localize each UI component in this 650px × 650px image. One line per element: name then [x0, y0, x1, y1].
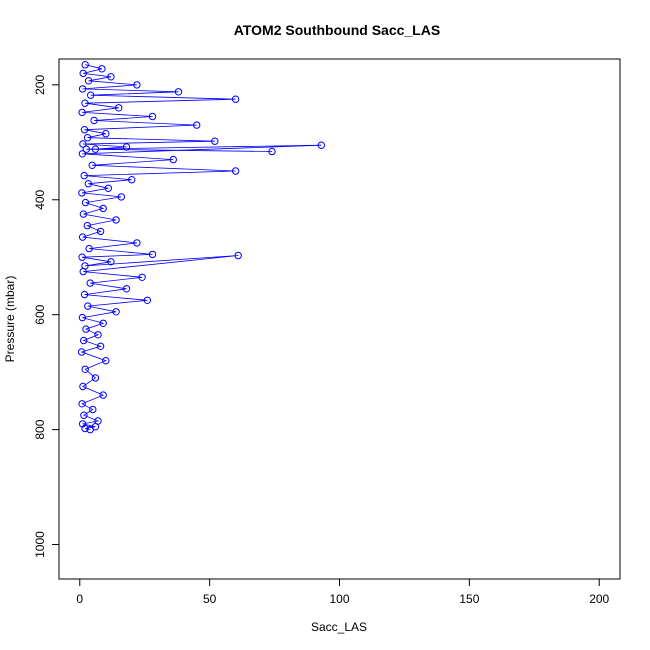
data-point — [143, 296, 152, 304]
data-point — [112, 216, 120, 224]
data-point — [112, 308, 120, 316]
data-point — [148, 112, 157, 121]
data-point — [122, 143, 131, 151]
data-point — [122, 285, 131, 293]
y-tick-label: 1000 — [33, 531, 47, 558]
data-point — [268, 147, 276, 156]
data-point — [317, 141, 325, 149]
x-tick-label: 50 — [203, 592, 217, 606]
x-axis-label: Sacc_LAS — [311, 620, 367, 634]
data-point — [231, 167, 240, 175]
data-point — [211, 137, 219, 145]
data-point — [193, 121, 201, 129]
data-point — [102, 357, 110, 365]
data-point — [80, 411, 88, 419]
data-point — [138, 273, 146, 281]
plot-frame — [58, 58, 621, 580]
y-axis: 200 400 600 800 1000 — [33, 75, 60, 558]
series-points — [77, 60, 325, 434]
data-point — [104, 184, 113, 193]
data-point — [80, 336, 88, 345]
data-point — [117, 193, 126, 201]
data-point — [85, 244, 93, 253]
y-tick-label: 200 — [33, 75, 47, 95]
data-point — [84, 77, 93, 85]
data-point — [99, 391, 107, 399]
data-point — [82, 325, 90, 333]
data-point — [87, 91, 95, 99]
chart-title: ATOM2 Southbound Sacc_LAS — [234, 22, 440, 38]
data-point — [80, 290, 89, 299]
data-point — [86, 279, 94, 287]
data-point — [78, 85, 87, 93]
data-point — [98, 65, 106, 73]
data-point — [79, 140, 87, 148]
data-point — [78, 189, 86, 197]
data-point — [148, 250, 157, 259]
data-point — [94, 331, 102, 339]
data-point — [133, 239, 141, 247]
data-point — [115, 104, 123, 112]
x-tick-label: 150 — [459, 592, 479, 606]
data-point — [79, 210, 88, 218]
data-point — [84, 180, 93, 188]
data-point — [78, 233, 87, 241]
y-axis-label: Pressure (mbar) — [3, 276, 17, 363]
data-point — [91, 374, 100, 382]
data-point — [99, 204, 107, 213]
data-point — [81, 424, 89, 433]
y-tick-label: 400 — [33, 189, 47, 209]
data-point — [78, 150, 87, 158]
x-axis: 0 50 100 150 200 — [76, 578, 610, 606]
data-point — [128, 176, 136, 184]
data-point — [99, 319, 107, 327]
series-line — [80, 64, 322, 430]
data-point — [79, 267, 87, 276]
data-point — [78, 108, 86, 117]
data-point — [107, 258, 115, 266]
data-point — [88, 161, 96, 170]
data-point — [89, 405, 97, 414]
x-tick-label: 0 — [76, 592, 83, 606]
data-point — [96, 342, 105, 350]
data-point — [96, 227, 105, 236]
data-point — [78, 420, 87, 428]
y-tick-label: 800 — [33, 419, 47, 439]
data-point — [234, 251, 242, 260]
data-point — [77, 348, 86, 356]
data-point — [231, 95, 240, 103]
data-point — [83, 221, 92, 230]
data-point — [107, 73, 115, 81]
data-point — [81, 365, 89, 373]
data-point — [81, 60, 89, 69]
data-point — [79, 69, 87, 78]
x-tick-label: 100 — [329, 592, 349, 606]
data-point — [78, 313, 87, 322]
series-polyline — [80, 64, 322, 430]
data-point — [81, 198, 90, 207]
data-point — [80, 126, 89, 134]
data-point — [91, 145, 100, 153]
data-point — [83, 134, 92, 142]
data-point — [78, 253, 86, 261]
data-point — [174, 88, 183, 96]
data-point — [90, 116, 98, 125]
data-point — [169, 155, 178, 164]
x-tick-label: 200 — [589, 592, 609, 606]
data-point — [78, 400, 86, 408]
data-point — [79, 382, 87, 391]
data-point — [86, 425, 94, 434]
y-tick-label: 600 — [33, 304, 47, 324]
data-point — [102, 130, 110, 138]
data-point — [80, 171, 88, 180]
data-point — [81, 99, 89, 107]
data-point — [133, 81, 141, 89]
data-point — [84, 302, 92, 310]
data-point — [82, 145, 91, 153]
